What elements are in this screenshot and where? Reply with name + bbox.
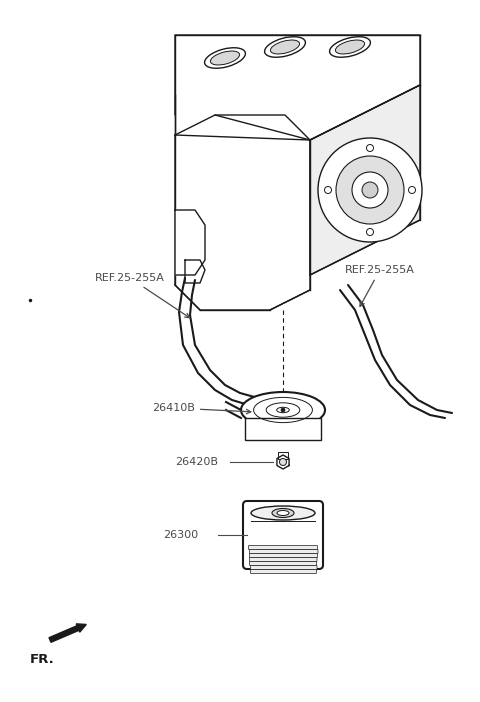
FancyBboxPatch shape (245, 418, 321, 440)
Text: 26300: 26300 (163, 530, 198, 540)
Circle shape (362, 182, 378, 198)
Ellipse shape (336, 40, 365, 54)
FancyBboxPatch shape (243, 501, 323, 569)
Polygon shape (175, 115, 310, 310)
Circle shape (367, 228, 373, 235)
FancyBboxPatch shape (251, 566, 317, 569)
Polygon shape (310, 85, 420, 275)
Circle shape (324, 187, 332, 194)
Ellipse shape (330, 37, 371, 58)
Circle shape (318, 138, 422, 242)
Text: REF.25-255A: REF.25-255A (95, 273, 190, 318)
FancyBboxPatch shape (278, 452, 288, 459)
FancyBboxPatch shape (251, 569, 316, 574)
Ellipse shape (204, 48, 245, 68)
Circle shape (408, 187, 416, 194)
Ellipse shape (270, 40, 300, 54)
Circle shape (367, 145, 373, 152)
FancyBboxPatch shape (250, 557, 317, 562)
Polygon shape (277, 455, 289, 469)
Ellipse shape (277, 510, 289, 515)
FancyBboxPatch shape (250, 562, 316, 566)
FancyBboxPatch shape (249, 545, 317, 550)
Ellipse shape (264, 37, 305, 58)
Text: 26420B: 26420B (175, 457, 218, 467)
Text: REF.25-255A: REF.25-255A (345, 265, 415, 306)
Circle shape (336, 156, 404, 224)
Ellipse shape (210, 51, 240, 65)
Polygon shape (175, 210, 205, 275)
Text: 26410B: 26410B (152, 403, 251, 413)
Circle shape (352, 172, 388, 208)
Circle shape (279, 458, 287, 465)
FancyBboxPatch shape (250, 553, 317, 557)
FancyArrow shape (49, 624, 86, 642)
Text: FR.: FR. (30, 653, 55, 666)
Ellipse shape (241, 392, 325, 428)
Polygon shape (185, 260, 205, 283)
Ellipse shape (251, 506, 315, 520)
Polygon shape (175, 35, 420, 140)
Circle shape (281, 408, 285, 412)
Ellipse shape (272, 508, 294, 517)
FancyBboxPatch shape (250, 550, 318, 553)
